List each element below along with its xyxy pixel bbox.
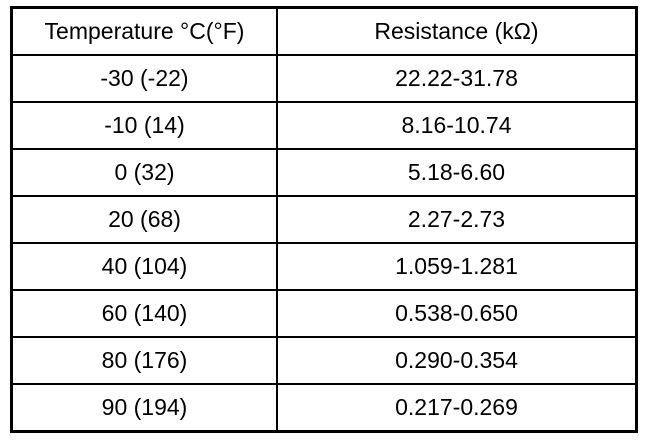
table-row: 40 (104) 1.059-1.281 [10,242,638,291]
table-cell: 0.290-0.354 [276,336,638,385]
table-cell: -30 (-22) [10,54,278,103]
table-cell: 2.27-2.73 [276,195,638,244]
header-row: Temperature °C(°F) Resistance (kΩ) [10,6,638,56]
table-body: -30 (-22) 22.22-31.78 -10 (14) 8.16-10.74 0 … [10,54,638,433]
header-cell: Resistance (kΩ) [276,6,638,56]
table-cell: 8.16-10.74 [276,101,638,150]
table-container: Temperature °C(°F) Resistance (kΩ) -30 (-… [10,6,638,433]
table-cell: 0 (32) [10,148,278,197]
header-cell: Temperature °C(°F) [10,6,278,56]
table-row: 60 (140) 0.538-0.650 [10,289,638,338]
table-cell: 0.538-0.650 [276,289,638,338]
table-cell: 60 (140) [10,289,278,338]
table-row: -10 (14) 8.16-10.74 [10,101,638,150]
table-cell: 90 (194) [10,383,278,433]
table-row: 90 (194) 0.217-0.269 [10,383,638,433]
table-row: 20 (68) 2.27-2.73 [10,195,638,244]
table-cell: -10 (14) [10,101,278,150]
resistance-table: Temperature °C(°F) Resistance (kΩ) -30 (-… [10,6,638,433]
table-cell: 5.18-6.60 [276,148,638,197]
table-cell: 1.059-1.281 [276,242,638,291]
table-row: 0 (32) 5.18-6.60 [10,148,638,197]
table-cell: 80 (176) [10,336,278,385]
table-cell: 40 (104) [10,242,278,291]
table-cell: 0.217-0.269 [276,383,638,433]
table-cell: 20 (68) [10,195,278,244]
table-row: 80 (176) 0.290-0.354 [10,336,638,385]
table-row: -30 (-22) 22.22-31.78 [10,54,638,103]
table-cell: 22.22-31.78 [276,54,638,103]
